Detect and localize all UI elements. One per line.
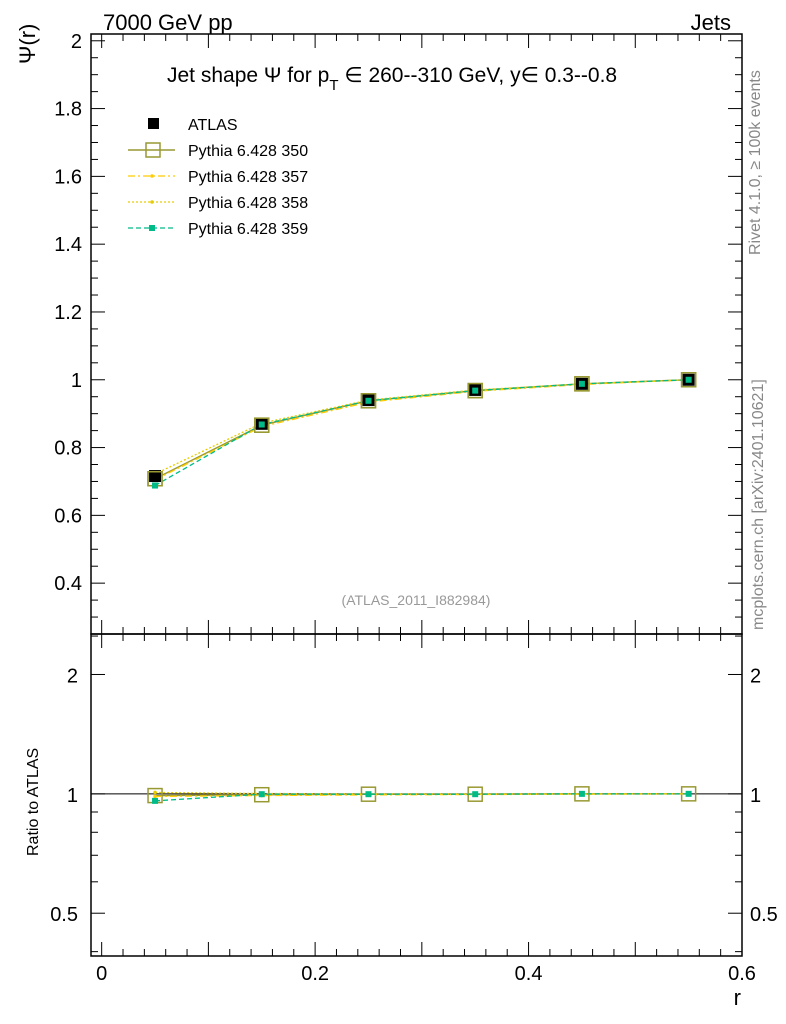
ratio-axis-ticks: 0.5 0.5 1 1 2 2 bbox=[50, 635, 778, 953]
header-right: Jets bbox=[691, 10, 731, 35]
overlay-point-359 bbox=[578, 380, 585, 387]
legend-label-350: Pythia 6.428 350 bbox=[188, 143, 308, 160]
ratio-point-357 bbox=[153, 794, 157, 799]
x-tick-label: 0.2 bbox=[301, 963, 329, 985]
y-tick-label: 1.8 bbox=[54, 99, 82, 121]
y-tick-label: 0.4 bbox=[54, 573, 82, 595]
ratio-tick-label-right: 0.5 bbox=[750, 904, 778, 926]
ratio-tick-label-left: 2 bbox=[67, 665, 78, 687]
ratio-point-359 bbox=[685, 790, 692, 797]
overlay-point-350 bbox=[680, 372, 697, 388]
ratio-panel-frame bbox=[90, 633, 743, 957]
rivet-label: Rivet 4.1.0, ≥ 100k events bbox=[747, 70, 764, 255]
main-axis-ticks: 0.4 0.6 0.8 1 1.2 1.4 1.6 1.8 2 bbox=[54, 31, 742, 618]
ratio-tick-label-right: 1 bbox=[750, 785, 761, 807]
analysis-watermark: (ATLAS_2011_I882984) bbox=[342, 592, 491, 608]
title-prefix: Jet shape Ψ for p bbox=[167, 64, 329, 87]
series-pythia-359 bbox=[152, 376, 692, 489]
ratio-tick-label-left: 0.5 bbox=[50, 904, 78, 926]
y-tick-label: 2 bbox=[71, 31, 82, 53]
legend-entry-atlas: ATLAS bbox=[148, 117, 238, 134]
legend-marker-358 bbox=[150, 200, 154, 204]
series-line-358 bbox=[154, 379, 689, 475]
legend-marker-359 bbox=[149, 225, 155, 231]
series-pythia-350 bbox=[147, 372, 697, 487]
x-tick-label: 0.4 bbox=[515, 963, 543, 985]
series-overlay-359 bbox=[152, 376, 692, 489]
overlay-point-350 bbox=[254, 417, 270, 433]
legend-marker-357 bbox=[150, 174, 154, 178]
ratio-layer bbox=[147, 786, 697, 804]
ratio-y-axis-label: Ratio to ATLAS bbox=[25, 748, 42, 856]
legend-entry-357: Pythia 6.428 357 bbox=[128, 169, 308, 186]
y-tick-label: 0.8 bbox=[54, 438, 82, 460]
ratio-point-359 bbox=[365, 791, 372, 798]
overlay-point-359 bbox=[258, 421, 265, 428]
ratio-point-359 bbox=[258, 791, 265, 798]
y-tick-label: 0.6 bbox=[54, 505, 82, 527]
legend-label-358: Pythia 6.428 358 bbox=[188, 195, 308, 212]
legend-entry-358: Pythia 6.428 358 bbox=[128, 195, 308, 212]
legend-marker-atlas bbox=[148, 118, 159, 129]
overlay-point-350 bbox=[360, 393, 377, 409]
ratio-tick-label-right: 2 bbox=[750, 665, 761, 687]
overlay-point-359 bbox=[152, 482, 159, 489]
y-tick-label: 1 bbox=[71, 370, 82, 392]
ratio-point-359 bbox=[578, 790, 585, 797]
legend-entry-359: Pythia 6.428 359 bbox=[128, 221, 308, 238]
series-line-359 bbox=[154, 379, 689, 487]
ratio-point-359 bbox=[152, 797, 159, 804]
legend-label-atlas: ATLAS bbox=[188, 117, 238, 134]
legend-label-357: Pythia 6.428 357 bbox=[188, 169, 308, 186]
series-pythia-357 bbox=[153, 377, 691, 482]
ratio-point-358 bbox=[153, 790, 157, 795]
atlas-point bbox=[149, 470, 162, 483]
title-sub: T bbox=[329, 77, 338, 94]
series-pythia-358 bbox=[153, 377, 691, 476]
ratio-line-359 bbox=[154, 793, 689, 802]
series-layer bbox=[147, 372, 697, 489]
chart-title: Jet shape Ψ for pT ∈ 260--310 GeV, y∈ 0.… bbox=[167, 64, 617, 94]
overlay-point-350 bbox=[574, 376, 590, 392]
x-axis-label: r bbox=[734, 985, 741, 1010]
overlay-point-359 bbox=[365, 397, 372, 404]
ratio-series-359 bbox=[152, 790, 692, 804]
legend-entry-350: Pythia 6.428 350 bbox=[128, 142, 308, 160]
ratio-tick-label-left: 1 bbox=[67, 785, 78, 807]
header-left: 7000 GeV pp bbox=[103, 10, 233, 35]
series-overlay-350 bbox=[147, 372, 697, 487]
overlay-point-359 bbox=[685, 376, 692, 383]
ratio-point-359 bbox=[472, 791, 479, 798]
x-tick-label: 0 bbox=[96, 963, 107, 985]
title-rest: ∈ 260--310 GeV, y∈ 0.3--0.8 bbox=[338, 64, 617, 87]
mcplots-label: mcplots.cern.ch [arXiv:2401.10621] bbox=[750, 379, 767, 630]
legend-marker-350 bbox=[145, 142, 161, 158]
y-axis-label: Ψ(r) bbox=[15, 24, 40, 64]
y-tick-label: 1.6 bbox=[54, 166, 82, 188]
legend: ATLAS Pythia 6.428 350 Pythia 6.428 357 … bbox=[128, 117, 308, 238]
y-tick-label: 1.2 bbox=[54, 302, 82, 324]
series-atlas bbox=[149, 373, 695, 483]
x-tick-label: 0.6 bbox=[728, 963, 756, 985]
y-tick-label: 1.4 bbox=[54, 234, 82, 256]
overlay-point-359 bbox=[472, 387, 479, 394]
legend-label-359: Pythia 6.428 359 bbox=[188, 221, 308, 238]
overlay-point-350 bbox=[467, 382, 483, 399]
x-axis-ticks: 0 0.2 0.4 0.6 bbox=[96, 34, 756, 985]
